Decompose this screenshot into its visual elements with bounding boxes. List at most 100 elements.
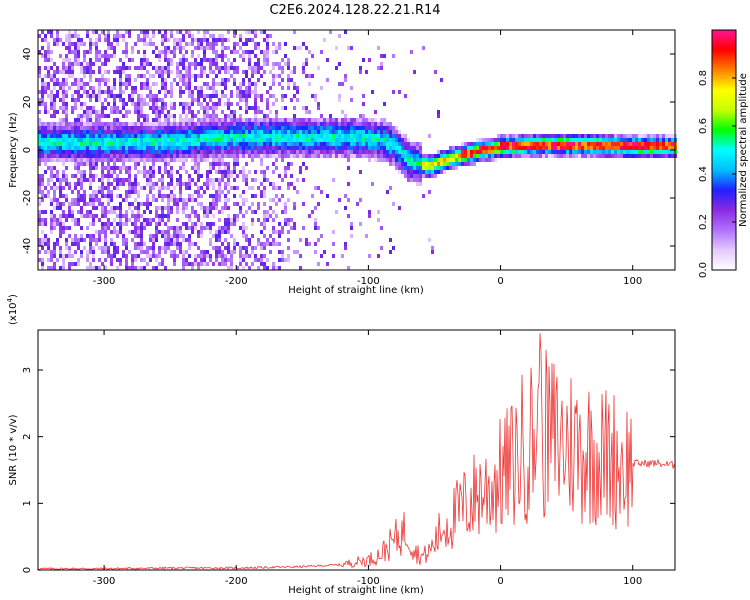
spectrogram-cell xyxy=(266,238,269,242)
spectrogram-cell xyxy=(119,138,122,142)
spectrogram-cell xyxy=(281,98,284,102)
spectrogram-cell xyxy=(365,134,368,138)
spectrogram-cell xyxy=(425,170,428,174)
spectrogram-cell xyxy=(191,210,194,214)
spectrogram-cell xyxy=(449,146,452,150)
spectrogram-cell xyxy=(455,166,458,170)
spectrogram-cell xyxy=(104,130,107,134)
spectrogram-cell xyxy=(305,166,308,170)
spectrogram-cell xyxy=(224,202,227,206)
spectrogram-cell xyxy=(170,106,173,110)
spectrogram-cell xyxy=(56,110,59,114)
spectrogram-cell xyxy=(206,206,209,210)
spectrogram-cell xyxy=(458,146,461,150)
spectrogram-cell xyxy=(410,170,413,174)
spectrogram-cell xyxy=(503,146,506,150)
spectrogram-cell xyxy=(131,238,134,242)
spectrogram-cell xyxy=(116,130,119,134)
spectrogram-cell xyxy=(149,170,152,174)
spectrogram-cell xyxy=(200,262,203,266)
spectrogram-cell xyxy=(161,146,164,150)
spectrogram-cell xyxy=(488,158,491,162)
spectrogram-cell xyxy=(227,226,230,230)
spectrogram-cell xyxy=(260,118,263,122)
spectrogram-cell xyxy=(182,154,185,158)
spectrogram-cell xyxy=(332,150,335,154)
spectrogram-cell xyxy=(563,138,566,142)
spectrogram-cell xyxy=(200,46,203,50)
spectrogram-cell xyxy=(218,54,221,58)
spectrogram-cell xyxy=(191,38,194,42)
spectrogram-cell xyxy=(299,154,302,158)
spectrogram-cell xyxy=(203,258,206,262)
spectrogram-cell xyxy=(122,90,125,94)
spectrogram-cell xyxy=(287,186,290,190)
spectrogram-cell xyxy=(206,170,209,174)
spectrogram-cell xyxy=(116,146,119,150)
spectrogram-cell xyxy=(371,126,374,130)
spectrogram-cell xyxy=(428,154,431,158)
spectrogram-cell xyxy=(119,122,122,126)
spectrogram-cell xyxy=(173,122,176,126)
spectrogram-cell xyxy=(668,134,671,138)
spectrogram-cell xyxy=(248,154,251,158)
spectrogram-cell xyxy=(131,210,134,214)
spectrogram-cell xyxy=(287,166,290,170)
spectrogram-cell xyxy=(491,154,494,158)
spectrogram-cell xyxy=(167,58,170,62)
spectrogram-cell xyxy=(41,122,44,126)
spectrogram-cell xyxy=(317,134,320,138)
spectrogram-cell xyxy=(287,86,290,90)
spectrogram-cell xyxy=(239,246,242,250)
spectrogram-cell xyxy=(155,46,158,50)
spectrogram-cell xyxy=(143,86,146,90)
spectrogram-cell xyxy=(398,162,401,166)
spectrogram-cell xyxy=(524,146,527,150)
spectrogram-cell xyxy=(230,110,233,114)
spectrogram-cell xyxy=(80,182,83,186)
spectrogram-cell xyxy=(656,142,659,146)
spectrogram-cell xyxy=(308,150,311,154)
spectrogram-cell xyxy=(233,34,236,38)
spectrogram-cell xyxy=(47,250,50,254)
spectrogram-cell xyxy=(179,150,182,154)
spectrogram-cell xyxy=(224,86,227,90)
spectrogram-cell xyxy=(179,246,182,250)
spectrogram-cell xyxy=(188,238,191,242)
spectrogram-cell xyxy=(338,122,341,126)
spectrogram-cell xyxy=(212,206,215,210)
spectrogram-cell xyxy=(338,62,341,66)
spectrogram-cell xyxy=(236,50,239,54)
spectrogram-cell xyxy=(161,42,164,46)
spectrogram-cell xyxy=(200,202,203,206)
spectrogram-cell xyxy=(170,174,173,178)
spectrogram-cell xyxy=(143,258,146,262)
spectrogram-cell xyxy=(263,138,266,142)
spectrogram-cell xyxy=(155,114,158,118)
spectrogram-cell xyxy=(452,150,455,154)
spectrogram-cell xyxy=(242,94,245,98)
spectrogram-cell xyxy=(68,66,71,70)
spectrogram-cell xyxy=(647,134,650,138)
spectrogram-cell xyxy=(311,210,314,214)
spectrogram-cell xyxy=(164,150,167,154)
spectrogram-cell xyxy=(71,50,74,54)
spectrogram-cell xyxy=(317,66,320,70)
spectrogram-cell xyxy=(266,118,269,122)
spectrogram-cell xyxy=(296,134,299,138)
spectrogram-cell xyxy=(179,46,182,50)
spectrogram-cell xyxy=(272,262,275,266)
spectrogram-cell xyxy=(131,134,134,138)
spectrogram-cell xyxy=(215,154,218,158)
spectrogram-cell xyxy=(113,82,116,86)
spectrogram-cell xyxy=(179,94,182,98)
spectrogram-cell xyxy=(158,70,161,74)
spectrogram-cell xyxy=(245,130,248,134)
spectrogram-cell xyxy=(287,134,290,138)
spectrogram-cell xyxy=(506,150,509,154)
spectrogram-cell xyxy=(404,170,407,174)
spectrogram-cell xyxy=(563,142,566,146)
spectrogram-cell xyxy=(146,174,149,178)
spectrogram-cell xyxy=(260,222,263,226)
